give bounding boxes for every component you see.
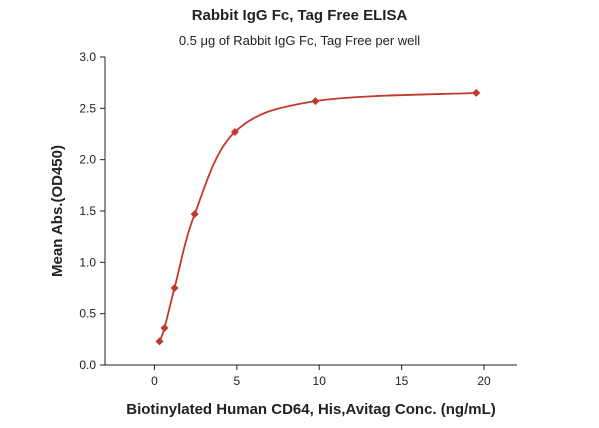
y-tick-label: 1.5 xyxy=(79,204,96,218)
y-axis-label: Mean Abs.(OD450) xyxy=(49,145,66,277)
y-tick-label: 2.0 xyxy=(79,153,96,167)
x-tick-label: 5 xyxy=(233,374,240,388)
y-tick-label: 1.0 xyxy=(79,255,96,269)
axes: 0 5 10 15 20 0.0 0.5 1.0 1.5 2.0 2.5 3.0 xyxy=(79,50,517,388)
y-tick-label: 3.0 xyxy=(79,50,96,64)
x-tick-label: 20 xyxy=(477,374,491,388)
fit-curve xyxy=(158,92,477,342)
x-axis-label: Biotinylated Human CD64, His,Avitag Conc… xyxy=(126,401,495,418)
y-tick-label: 0.5 xyxy=(79,307,96,321)
chart-title: Rabbit IgG Fc, Tag Free ELISA xyxy=(191,7,408,24)
data-point xyxy=(170,284,179,292)
data-point xyxy=(311,97,320,106)
data-point xyxy=(160,324,169,333)
x-tick-label: 15 xyxy=(395,374,409,388)
y-tick-label: 0.0 xyxy=(79,358,96,372)
data-points-layer xyxy=(155,88,481,346)
x-tick-label: 0 xyxy=(151,374,158,388)
data-point xyxy=(230,127,239,136)
chart-subtitle: 0.5 μg of Rabbit IgG Fc, Tag Free per we… xyxy=(178,33,421,48)
data-point xyxy=(155,337,164,346)
fit-curve-layer xyxy=(158,92,477,342)
data-point xyxy=(190,210,199,219)
data-point xyxy=(472,88,481,97)
x-tick-label: 10 xyxy=(313,374,327,388)
y-tick-label: 2.5 xyxy=(79,101,96,115)
